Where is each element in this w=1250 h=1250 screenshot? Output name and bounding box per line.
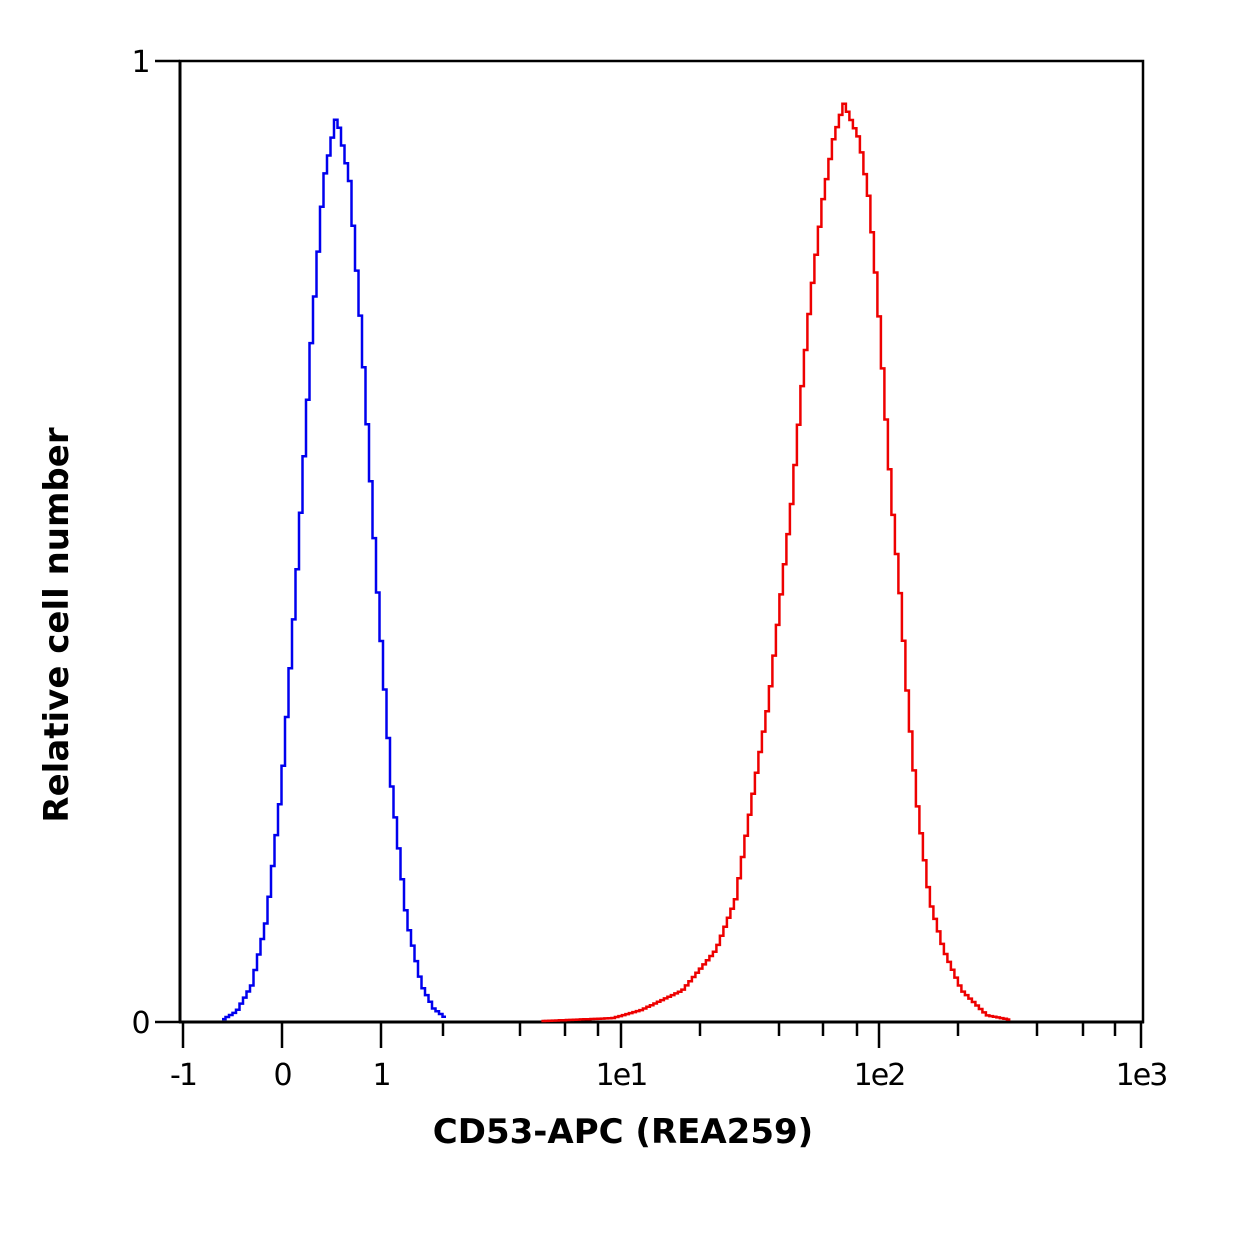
histogram-series-2	[541, 102, 1011, 1023]
x-axis-label: CD53-APC (REA259)	[433, 1112, 813, 1152]
x-tick-label: 1	[372, 1058, 389, 1093]
x-tick-label: 1e3	[1116, 1058, 1167, 1093]
plot-frame	[178, 59, 1145, 1024]
x-tick-label: 0	[273, 1058, 291, 1093]
x-tick-label: 1e1	[596, 1058, 647, 1093]
x-axis-ticks: -1 0 1 1e1 1e2 1e3	[170, 1022, 1168, 1093]
y-tick-label: 0	[131, 1006, 149, 1041]
series-layer	[222, 102, 1011, 1023]
x-tick-label: 1e2	[854, 1058, 905, 1093]
histogram-series-1	[222, 118, 446, 1021]
y-axis-ticks: 01	[131, 45, 180, 1041]
y-tick-label: 1	[131, 45, 148, 80]
x-tick-label: -1	[170, 1058, 196, 1093]
y-axis-label: Relative cell number	[37, 427, 77, 822]
